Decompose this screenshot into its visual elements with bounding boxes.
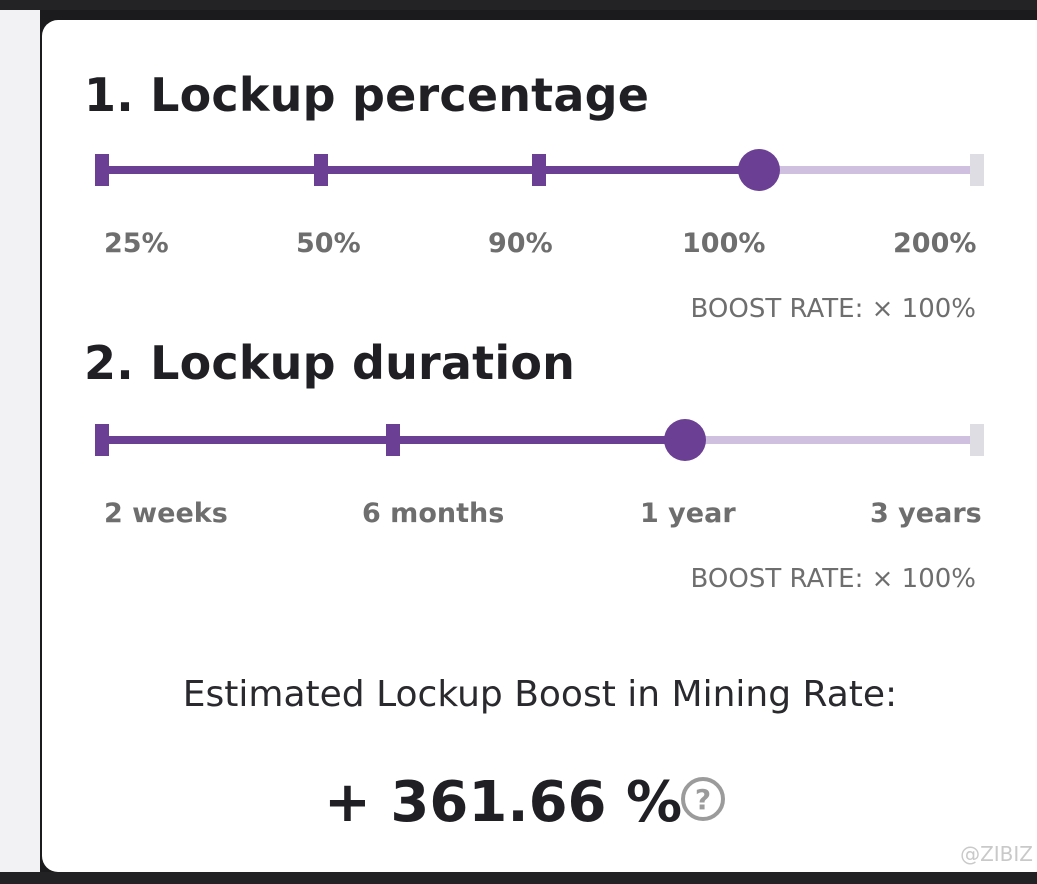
estimated-boost-value: + 361.66 % — [324, 770, 683, 835]
lockup-percentage-title: 1. Lockup percentage — [84, 68, 650, 122]
duration-stop-3-years[interactable] — [970, 424, 984, 456]
help-glyph: ? — [694, 782, 712, 816]
top-bar — [0, 0, 1037, 10]
help-icon[interactable]: ? — [681, 777, 725, 821]
duration-option-label[interactable]: 6 months — [362, 498, 505, 529]
percentage-stop-90[interactable] — [532, 154, 546, 186]
duration-stop-2-weeks[interactable] — [95, 424, 109, 456]
left-background-strip — [0, 10, 40, 874]
percentage-stop-200[interactable] — [970, 154, 984, 186]
percentage-stop-50[interactable] — [314, 154, 328, 186]
percentage-slider-fill — [100, 166, 760, 174]
lockup-card — [42, 20, 1037, 872]
watermark: @ZIBIZ — [960, 842, 1033, 866]
percentage-option-label[interactable]: 100% — [682, 228, 766, 259]
duration-boost-rate: BOOST RATE: × 100% — [690, 564, 976, 594]
duration-option-label[interactable]: 2 weeks — [104, 498, 228, 529]
lockup-duration-title: 2. Lockup duration — [84, 336, 576, 390]
duration-option-label[interactable]: 3 years — [870, 498, 982, 529]
percentage-slider-knob[interactable] — [738, 149, 780, 191]
percentage-boost-rate: BOOST RATE: × 100% — [690, 294, 976, 324]
percentage-option-label[interactable]: 200% — [893, 228, 977, 259]
percentage-option-label[interactable]: 50% — [296, 228, 361, 259]
percentage-option-label[interactable]: 25% — [104, 228, 169, 259]
percentage-option-label[interactable]: 90% — [488, 228, 553, 259]
bottom-bar — [0, 872, 1037, 884]
duration-slider-knob[interactable] — [664, 419, 706, 461]
estimated-boost-label: Estimated Lockup Boost in Mining Rate: — [182, 674, 898, 715]
percentage-stop-25[interactable] — [95, 154, 109, 186]
duration-stop-6-months[interactable] — [386, 424, 400, 456]
duration-option-label[interactable]: 1 year — [640, 498, 736, 529]
